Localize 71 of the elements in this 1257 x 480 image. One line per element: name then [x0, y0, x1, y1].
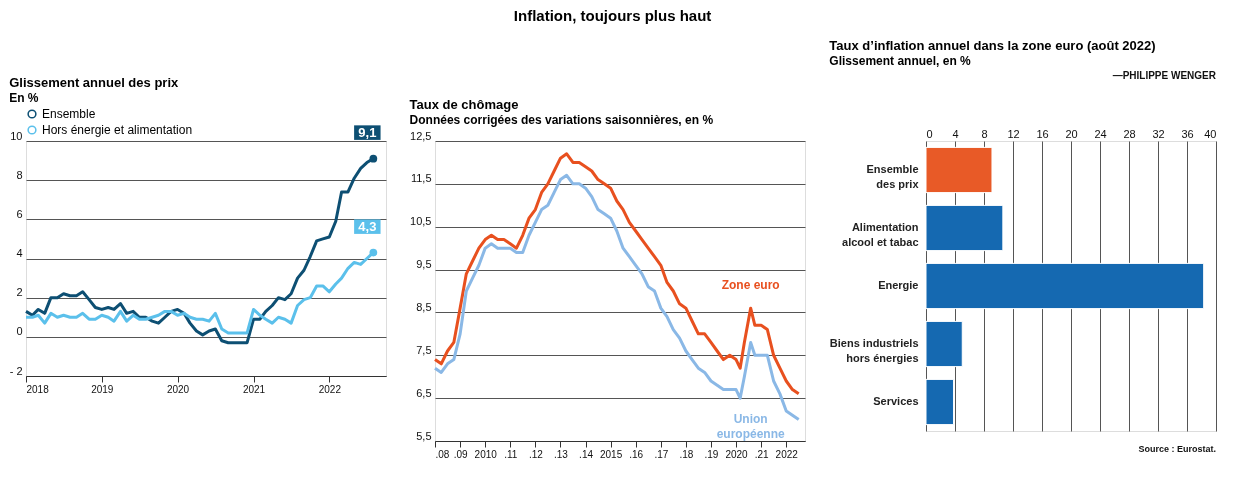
y-tick-label: Energie: [878, 279, 919, 291]
x-tick-label: 36: [1181, 127, 1194, 140]
legend-label: Ensemble: [42, 107, 96, 121]
x-tick-label: 2018: [26, 383, 50, 395]
x-tick-label: .14: [579, 448, 594, 460]
bar: [925, 262, 1205, 310]
y-tick-label: Services: [873, 395, 919, 407]
y-tick-label: - 2: [9, 364, 23, 377]
x-tick-label: 2021: [242, 383, 266, 395]
x-tick-label: 16: [1036, 127, 1049, 140]
text: Inflation, toujours plus haut: [513, 6, 712, 24]
x-tick-label: 24: [1094, 127, 1107, 140]
y-tick-label: 8: [16, 168, 23, 181]
y-tick-label: 2: [16, 286, 23, 299]
y-tick-label: 8,5: [416, 300, 432, 313]
x-tick-label: 2015: [600, 448, 623, 460]
x-tick-label: .18: [679, 448, 694, 460]
bar: [925, 204, 1004, 252]
x-tick-label: 40: [1204, 127, 1217, 140]
chart-title: Taux d’inflation annuel dans la zone euro (août 2022): [829, 38, 1156, 53]
chart-subtitle: Données corrigées des variations saisonnières, en %: [409, 113, 714, 127]
chart-subtitle: Glissement annuel, en %: [829, 54, 972, 68]
y-tick-label: 5,5: [416, 429, 432, 442]
x-tick-label: .08: [435, 448, 450, 460]
y-tick-label: 10,5: [410, 215, 432, 228]
x-tick-label: 2019: [91, 383, 114, 395]
x-tick-label: 28: [1123, 127, 1136, 140]
x-tick-label: .17: [654, 448, 669, 460]
y-tick-label: 11,5: [410, 172, 432, 185]
y-tick-label: 9,5: [416, 258, 432, 271]
y-tick-label: 4: [16, 247, 23, 259]
x-tick-label: .16: [629, 448, 644, 460]
x-tick-label: 4: [952, 127, 959, 140]
x-tick-label: 2020: [725, 448, 749, 460]
annotation: 4,3: [358, 218, 377, 234]
x-tick-label: 32: [1152, 127, 1165, 140]
x-tick-label: .12: [528, 448, 544, 460]
chart-title: Taux de chômage: [409, 97, 519, 112]
x-tick-label: 0: [926, 127, 933, 140]
y-tick-label: Biens industriels hors énergies: [829, 337, 919, 364]
x-tick-label: 12: [1007, 127, 1020, 140]
x-tick-label: 2020: [166, 383, 190, 395]
x-tick-label: 2010: [474, 448, 498, 460]
x-tick-label: .19: [704, 448, 719, 460]
x-tick-label: .11: [504, 448, 518, 460]
y-tick-label: Ensemble des prix: [866, 163, 920, 190]
y-tick-label: 6: [16, 207, 23, 220]
bar: [925, 378, 955, 426]
chart-subtitle: En %: [9, 91, 39, 105]
text: —PHILIPPE WENGER: [1112, 70, 1217, 81]
x-tick-label: 8: [981, 127, 988, 140]
y-tick-label: 10: [10, 129, 23, 142]
chart-title: Glissement annuel des prix: [9, 75, 179, 90]
x-tick-label: 2022: [775, 448, 799, 460]
y-tick-label: 0: [16, 325, 23, 338]
series-label: Zone euro: [721, 278, 780, 293]
source-note: Source : Eurostat.: [1138, 444, 1216, 454]
legend-label: Hors énergie et alimentation: [42, 123, 193, 137]
annotation: 9,1: [358, 124, 377, 140]
x-tick-label: 2022: [318, 383, 342, 395]
bar: [925, 320, 963, 368]
bar: [925, 146, 993, 194]
y-tick-label: Alimentation alcool et tabac: [842, 221, 919, 248]
x-tick-label: .09: [453, 448, 469, 460]
y-tick-label: 12,5: [410, 129, 432, 142]
series-label: Union européenne: [716, 411, 786, 441]
x-tick-label: 20: [1065, 127, 1078, 140]
x-tick-label: .21: [754, 448, 770, 460]
y-tick-label: 7,5: [416, 343, 432, 356]
x-tick-label: .13: [554, 448, 569, 460]
y-tick-label: 6,5: [416, 386, 432, 399]
